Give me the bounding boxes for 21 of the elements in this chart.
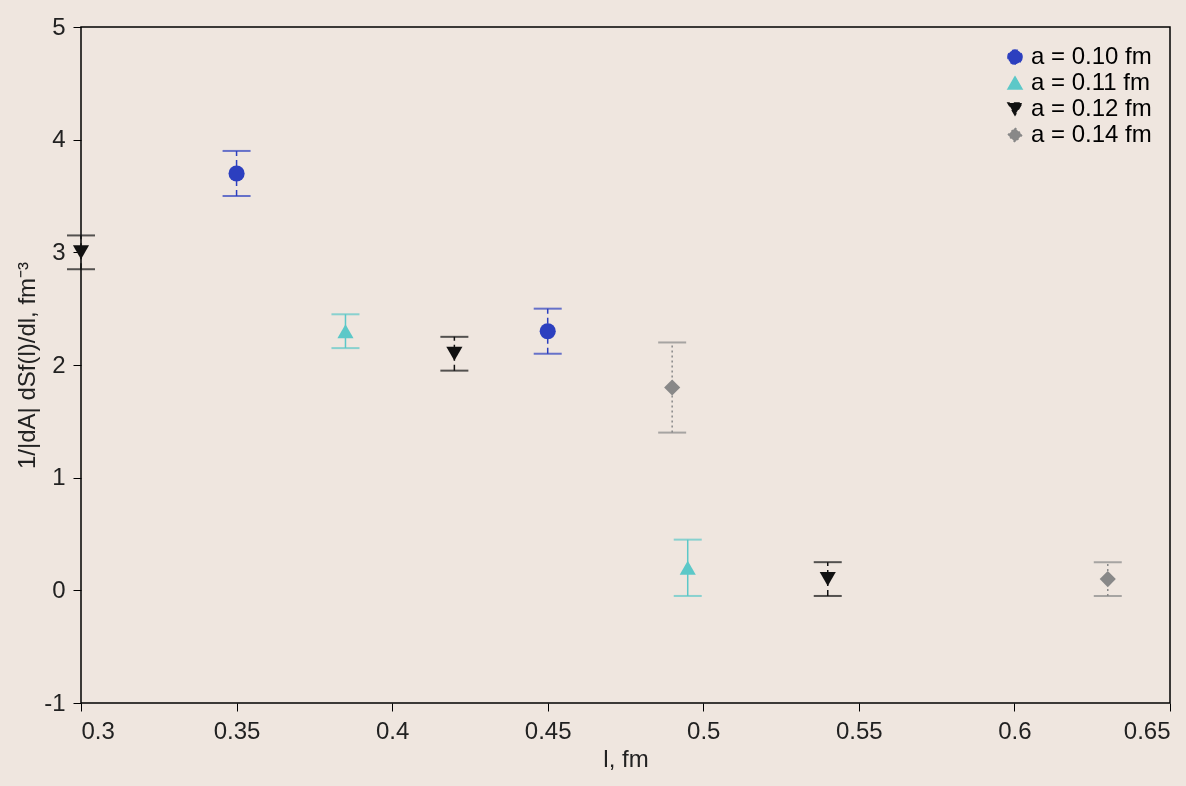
legend-label: a = 0.10 fm bbox=[1031, 42, 1152, 69]
x-tick-label: 0.65 bbox=[1123, 716, 1171, 744]
x-tick-label: 0.55 bbox=[836, 716, 883, 744]
x-tick-label: 0.6 bbox=[998, 716, 1032, 744]
legend-label: a = 0.11 fm bbox=[1031, 68, 1150, 95]
y-tick-label: 4 bbox=[52, 125, 66, 153]
x-axis-title: l, fm bbox=[603, 744, 649, 772]
x-tick-label: 0.5 bbox=[687, 716, 721, 744]
y-tick-label: 1 bbox=[52, 463, 66, 491]
y-tick-label: 0 bbox=[52, 575, 66, 603]
y-tick-label: 5 bbox=[52, 12, 66, 40]
y-tick-label: 3 bbox=[52, 237, 66, 265]
x-tick-label: 0.3 bbox=[81, 716, 115, 744]
x-tick-label: 0.4 bbox=[375, 716, 410, 744]
y-tick-label: -1 bbox=[44, 688, 66, 716]
legend-label: a = 0.14 fm bbox=[1031, 120, 1152, 147]
x-tick-label: 0.35 bbox=[213, 716, 261, 744]
y-axis-title: 1/|dA| dSf(l)/dl, fm⁻³ bbox=[13, 261, 41, 470]
x-tick-label: 0.45 bbox=[524, 716, 572, 744]
y-tick-label: 2 bbox=[52, 350, 66, 378]
legend-label: a = 0.12 fm bbox=[1031, 94, 1152, 121]
